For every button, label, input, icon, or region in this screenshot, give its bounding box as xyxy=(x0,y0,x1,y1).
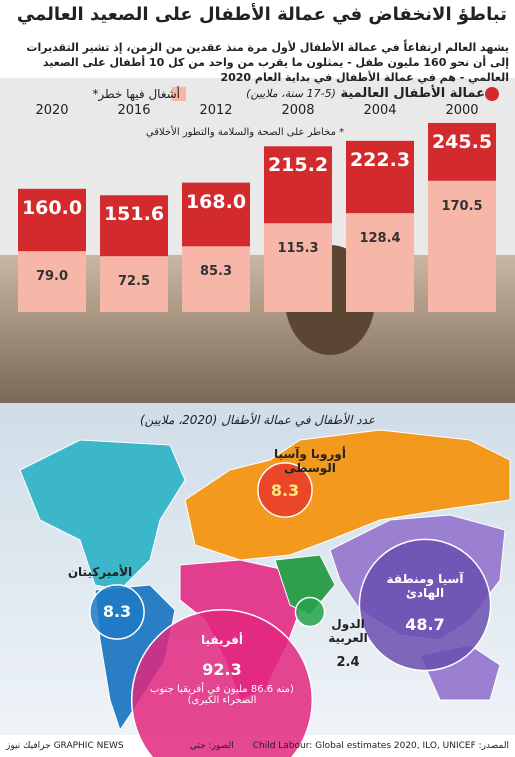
data-label: 8.3 xyxy=(102,602,132,621)
data-label: 79.0 xyxy=(35,269,69,285)
data-label: 245.5 xyxy=(431,130,493,153)
data-label: 85.3 xyxy=(199,264,233,280)
data-label: 8.3 xyxy=(270,481,300,500)
bar xyxy=(346,213,414,312)
subtitle: يشهد العالم ارتفاعاً في عمالة الأطفال لأ… xyxy=(26,41,509,84)
legend-unit: (5-17 سنة، ملايين) xyxy=(246,87,336,100)
map-title: عدد الأطفال في عمالة الأطفال (2020، ملاي… xyxy=(140,413,376,427)
region-note: (منه 86.6 مليون في أفريقيا جنوب الصحراء … xyxy=(150,684,294,706)
data-label: 151.6 xyxy=(103,203,165,226)
photo-credit: الصور: جتي xyxy=(190,741,234,751)
bar xyxy=(18,251,86,312)
x-tick-label: 2004 xyxy=(363,103,397,118)
x-tick-label: 2012 xyxy=(199,103,233,118)
x-tick-label: 2016 xyxy=(117,103,151,118)
footnote: * مخاطر على الصحة والسلامة والتطور الأخل… xyxy=(145,127,345,138)
legend-swatch xyxy=(485,87,499,101)
data-label: 170.5 xyxy=(441,198,483,214)
data-label: 2.4 xyxy=(336,655,360,670)
region-label: الدول العربية xyxy=(328,617,368,645)
x-tick-label: 2008 xyxy=(281,103,315,118)
data-label: 48.7 xyxy=(405,615,445,634)
region-label: آسيا ومنطقة الهادئ xyxy=(386,572,464,600)
region-label: أوروبا وآسيا الوسطى xyxy=(274,447,346,475)
x-tick-label: 2000 xyxy=(445,103,479,118)
bar xyxy=(264,223,332,312)
legend-label: أشغال فيها خطر* xyxy=(92,87,180,101)
bubble xyxy=(257,462,313,518)
bar xyxy=(100,256,168,312)
legend-label: عمالة الأطفال العالمية xyxy=(340,86,485,101)
bubble xyxy=(130,608,314,757)
legend-swatch xyxy=(172,87,186,101)
bubble xyxy=(89,584,145,640)
brand: GRAPHIC NEWS جرافيك نيوز xyxy=(6,741,124,751)
region-label: الأميركيتان xyxy=(67,565,133,579)
bar xyxy=(428,180,496,312)
data-label: 92.3 xyxy=(202,660,242,679)
source: المصدر: Child Labour: Global estimates 2… xyxy=(252,741,509,751)
data-label: 115.3 xyxy=(277,241,319,257)
data-label: 128.4 xyxy=(359,231,401,247)
region-label: أفريقيا xyxy=(201,633,243,647)
bubble xyxy=(358,538,492,672)
bubble xyxy=(294,596,326,628)
data-label: 168.0 xyxy=(185,190,247,213)
legend: عمالة الأطفال العالمية (5-17 سنة، ملايين… xyxy=(246,86,485,101)
bar xyxy=(182,246,250,312)
data-label: 215.2 xyxy=(267,154,329,177)
x-tick-label: 2020 xyxy=(35,103,69,118)
data-label: 160.0 xyxy=(21,196,83,219)
title: تباطؤ الانخفاض في عمالة الأطفال على الصع… xyxy=(16,4,507,25)
data-label: 222.3 xyxy=(349,148,411,171)
data-label: 72.5 xyxy=(117,274,151,290)
